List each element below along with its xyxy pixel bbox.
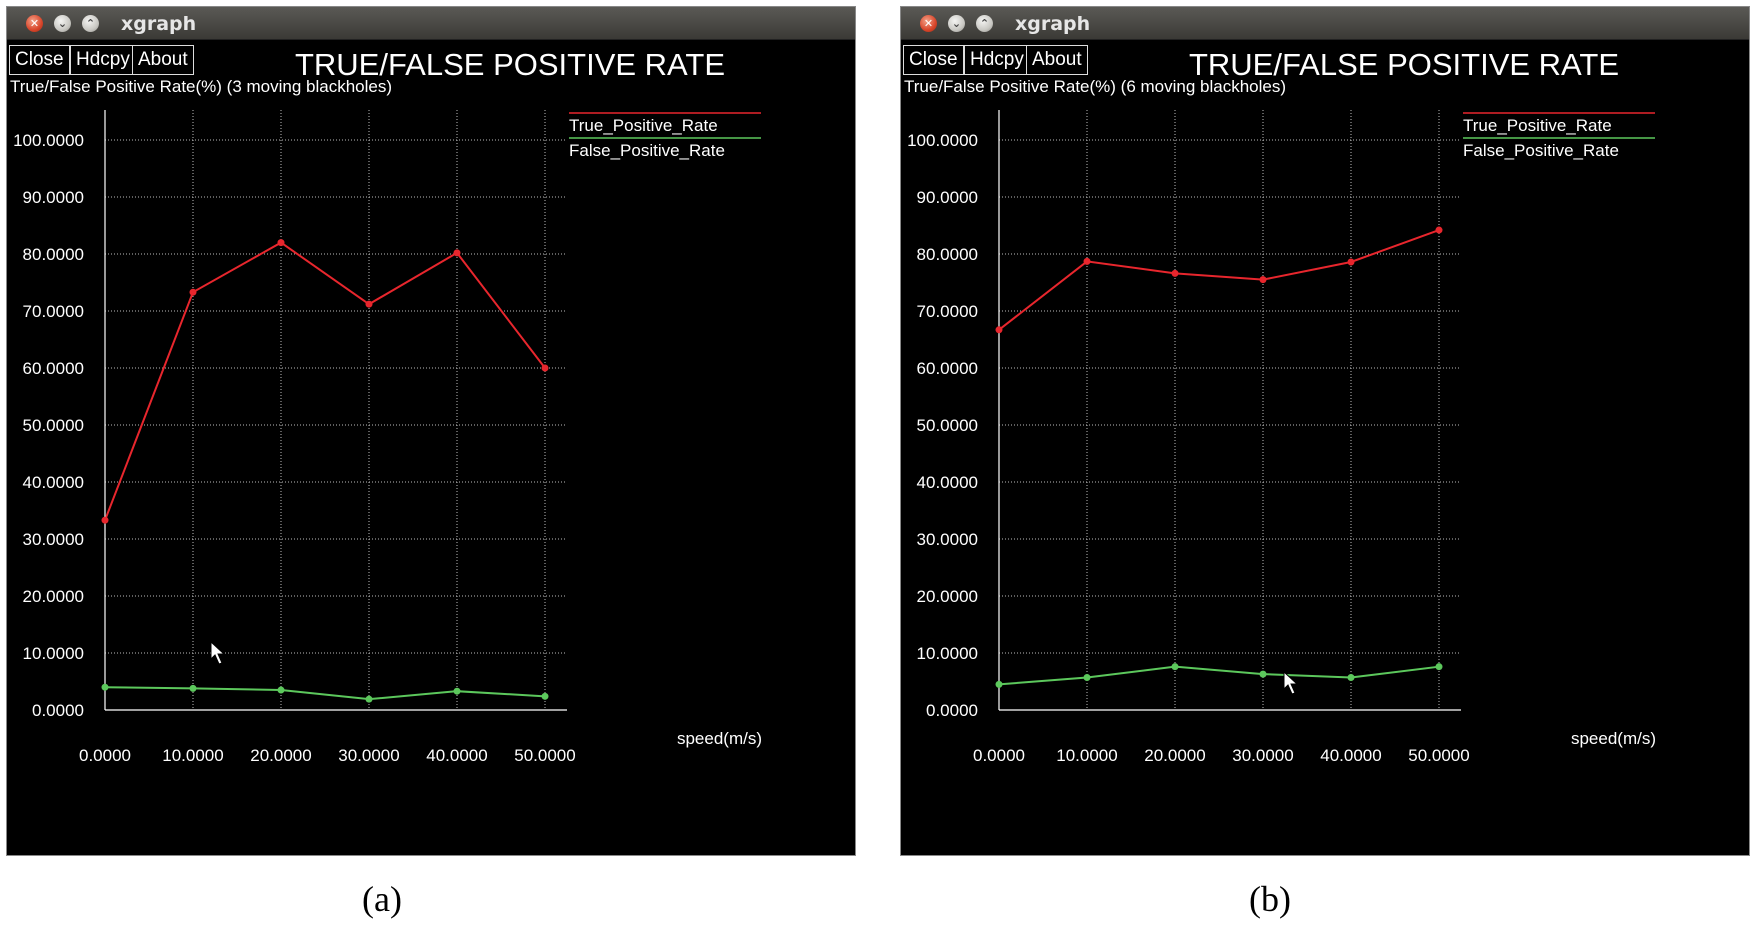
title-bar: ✕ ⌄ ⌃ xgraph	[901, 7, 1749, 40]
y-tick-label: 60.0000	[917, 359, 978, 378]
y-tick-label: 50.0000	[917, 416, 978, 435]
hdcpy-button[interactable]: Hdcpy	[70, 45, 136, 75]
mouse-pointer-icon	[210, 641, 226, 665]
y-tick-label: 20.0000	[23, 587, 84, 606]
y-tick-label: 90.0000	[917, 188, 978, 207]
data-point	[101, 516, 109, 524]
caption-a: (a)	[362, 879, 402, 919]
window-maximize-icon[interactable]: ⌃	[976, 15, 993, 32]
y-tick-label: 0.0000	[32, 701, 84, 720]
window-minimize-icon[interactable]: ⌄	[948, 15, 965, 32]
y-tick-label: 80.0000	[23, 245, 84, 264]
y-tick-label: 30.0000	[917, 530, 978, 549]
window-maximize-icon[interactable]: ⌃	[82, 15, 99, 32]
x-tick-label: 50.0000	[1408, 746, 1469, 765]
x-tick-label: 40.0000	[1320, 746, 1381, 765]
series-line-false-positive-rate	[998, 665, 1440, 686]
x-tick-label: 40.0000	[426, 746, 487, 765]
x-tick-label: 30.0000	[338, 746, 399, 765]
close-button[interactable]: Close	[9, 45, 70, 75]
window-title: xgraph	[121, 13, 197, 35]
data-point	[101, 683, 109, 691]
xgraph-window-a: ✕ ⌄ ⌃ xgraph Close Hdcpy About TRUE/FALS…	[6, 6, 856, 856]
y-tick-label: 100.0000	[907, 131, 978, 150]
close-button[interactable]: Close	[903, 45, 964, 75]
window-close-icon[interactable]: ✕	[920, 15, 937, 32]
x-tick-label: 20.0000	[250, 746, 311, 765]
window-close-icon[interactable]: ✕	[26, 15, 43, 32]
data-point	[1083, 257, 1091, 265]
legend-entry: False_Positive_Rate	[569, 141, 725, 160]
data-point	[995, 680, 1003, 688]
x-tick-label: 0.0000	[973, 746, 1025, 765]
y-tick-label: 70.0000	[23, 302, 84, 321]
data-point	[1435, 226, 1443, 234]
data-point	[453, 687, 461, 695]
data-point	[189, 684, 197, 692]
about-button[interactable]: About	[132, 45, 194, 75]
legend-entry: True_Positive_Rate	[569, 116, 718, 135]
data-point	[1435, 663, 1443, 671]
y-tick-label: 40.0000	[917, 473, 978, 492]
x-tick-label: 50.0000	[514, 746, 575, 765]
data-point	[189, 288, 197, 296]
about-button[interactable]: About	[1026, 45, 1088, 75]
x-tick-label: 30.0000	[1232, 746, 1293, 765]
chart-title: TRUE/FALSE POSITIVE RATE	[295, 47, 725, 82]
y-tick-label: 80.0000	[917, 245, 978, 264]
data-point	[995, 326, 1003, 334]
series-line-true-positive-rate	[998, 229, 1440, 331]
y-tick-label: 90.0000	[23, 188, 84, 207]
xgraph-window-b: ✕ ⌄ ⌃ xgraph Close Hdcpy About TRUE/FALS…	[900, 6, 1750, 856]
data-point	[1171, 663, 1179, 671]
data-point	[1083, 674, 1091, 682]
y-axis-label: True/False Positive Rate(%) (3 moving bl…	[10, 77, 392, 96]
mouse-pointer-icon	[1283, 671, 1299, 695]
y-tick-label: 10.0000	[917, 644, 978, 663]
x-axis-label: speed(m/s)	[1571, 729, 1656, 748]
y-tick-label: 70.0000	[917, 302, 978, 321]
data-point	[541, 692, 549, 700]
hdcpy-button[interactable]: Hdcpy	[964, 45, 1030, 75]
x-tick-label: 20.0000	[1144, 746, 1205, 765]
y-tick-label: 10.0000	[23, 644, 84, 663]
data-point	[1259, 670, 1267, 678]
window-title: xgraph	[1015, 13, 1091, 35]
x-tick-label: 10.0000	[162, 746, 223, 765]
data-point	[277, 239, 285, 247]
data-point	[1347, 258, 1355, 266]
series-line-false-positive-rate	[104, 686, 546, 701]
y-tick-label: 40.0000	[23, 473, 84, 492]
y-tick-label: 30.0000	[23, 530, 84, 549]
title-bar: ✕ ⌄ ⌃ xgraph	[7, 7, 855, 40]
series-line-true-positive-rate	[104, 241, 546, 521]
data-point	[1347, 674, 1355, 682]
legend-entry: True_Positive_Rate	[1463, 116, 1612, 135]
data-point	[1171, 269, 1179, 277]
data-point	[541, 364, 549, 372]
y-tick-label: 0.0000	[926, 701, 978, 720]
data-point	[365, 695, 373, 703]
legend-entry: False_Positive_Rate	[1463, 141, 1619, 160]
y-tick-label: 100.0000	[13, 131, 84, 150]
data-point	[453, 249, 461, 257]
data-point	[365, 300, 373, 308]
y-tick-label: 20.0000	[917, 587, 978, 606]
window-minimize-icon[interactable]: ⌄	[54, 15, 71, 32]
chart-title: TRUE/FALSE POSITIVE RATE	[1189, 47, 1619, 82]
y-axis-label: True/False Positive Rate(%) (6 moving bl…	[904, 77, 1286, 96]
y-tick-label: 60.0000	[23, 359, 84, 378]
x-tick-label: 10.0000	[1056, 746, 1117, 765]
x-tick-label: 0.0000	[79, 746, 131, 765]
data-point	[1259, 276, 1267, 284]
data-point	[277, 686, 285, 694]
caption-b: (b)	[1249, 879, 1291, 919]
y-tick-label: 50.0000	[23, 416, 84, 435]
x-axis-label: speed(m/s)	[677, 729, 762, 748]
